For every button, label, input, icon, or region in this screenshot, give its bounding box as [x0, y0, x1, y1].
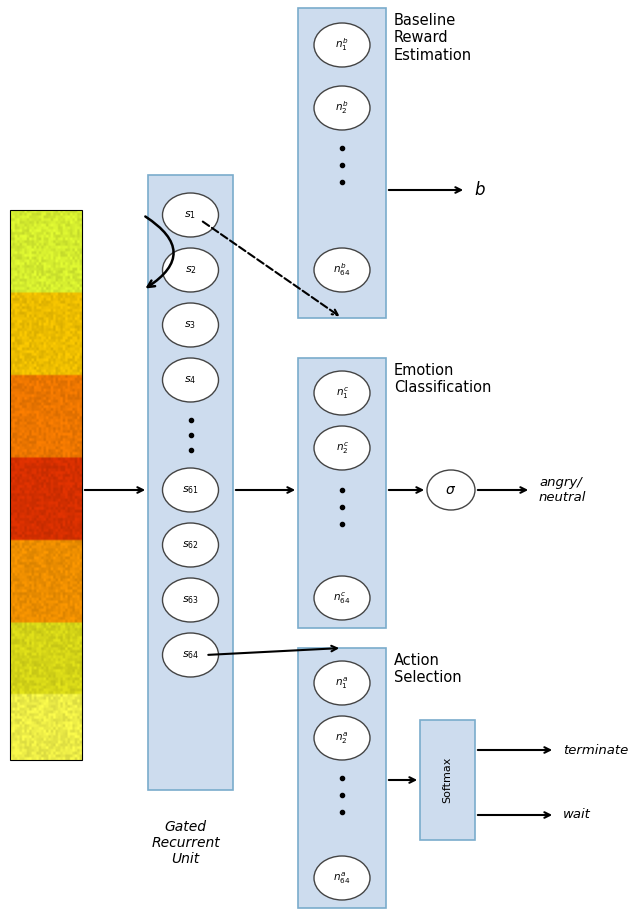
Text: $n_1^a$: $n_1^a$: [335, 675, 349, 691]
Text: $n_2^b$: $n_2^b$: [335, 100, 349, 116]
Bar: [10, 210, 82, 760]
Text: terminate: terminate: [563, 744, 628, 757]
Text: wait: wait: [563, 808, 591, 821]
Ellipse shape: [162, 468, 219, 512]
Text: $n_1^c$: $n_1^c$: [335, 385, 349, 401]
Ellipse shape: [314, 23, 370, 67]
Text: $s_{63}$: $s_{63}$: [182, 594, 199, 606]
Text: Softmax: Softmax: [443, 757, 453, 803]
Text: $s_{62}$: $s_{62}$: [182, 539, 199, 551]
Text: $n_{64}^b$: $n_{64}^b$: [333, 261, 351, 278]
Bar: [420, 720, 475, 840]
Ellipse shape: [162, 578, 219, 622]
Text: $\sigma$: $\sigma$: [446, 483, 456, 497]
Bar: [148, 175, 233, 790]
Text: angry/
neutral: angry/ neutral: [539, 476, 586, 504]
Bar: [298, 8, 386, 318]
Text: $n_1^b$: $n_1^b$: [335, 37, 349, 54]
Ellipse shape: [162, 248, 219, 292]
Ellipse shape: [314, 248, 370, 292]
Ellipse shape: [314, 576, 370, 620]
Ellipse shape: [162, 633, 219, 677]
Text: $s_2$: $s_2$: [184, 264, 197, 276]
Text: Baseline
Reward
Estimation: Baseline Reward Estimation: [394, 13, 472, 63]
Text: $s_4$: $s_4$: [184, 374, 197, 386]
Text: Emotion
Classification: Emotion Classification: [394, 363, 491, 395]
Ellipse shape: [314, 716, 370, 760]
Text: $s_1$: $s_1$: [184, 209, 197, 221]
Ellipse shape: [314, 86, 370, 130]
FancyArrowPatch shape: [145, 216, 174, 287]
Text: $n_{64}^a$: $n_{64}^a$: [333, 870, 351, 886]
Ellipse shape: [427, 470, 475, 510]
Text: $s_3$: $s_3$: [184, 319, 197, 331]
Ellipse shape: [314, 856, 370, 900]
Ellipse shape: [162, 358, 219, 402]
Text: $n_{64}^c$: $n_{64}^c$: [333, 590, 351, 606]
Bar: [298, 358, 386, 628]
Text: Gated
Recurrent
Unit: Gated Recurrent Unit: [151, 820, 220, 867]
Text: Action
Selection: Action Selection: [394, 653, 462, 686]
Text: $n_2^a$: $n_2^a$: [335, 730, 349, 746]
Text: $s_{64}$: $s_{64}$: [182, 649, 199, 661]
Ellipse shape: [162, 193, 219, 237]
Ellipse shape: [162, 303, 219, 347]
Text: $n_2^c$: $n_2^c$: [335, 441, 349, 456]
Text: $s_{61}$: $s_{61}$: [182, 484, 199, 496]
Ellipse shape: [314, 426, 370, 470]
Ellipse shape: [314, 371, 370, 415]
Ellipse shape: [314, 661, 370, 705]
Bar: [298, 648, 386, 908]
Text: $b$: $b$: [474, 181, 486, 199]
Ellipse shape: [162, 523, 219, 567]
